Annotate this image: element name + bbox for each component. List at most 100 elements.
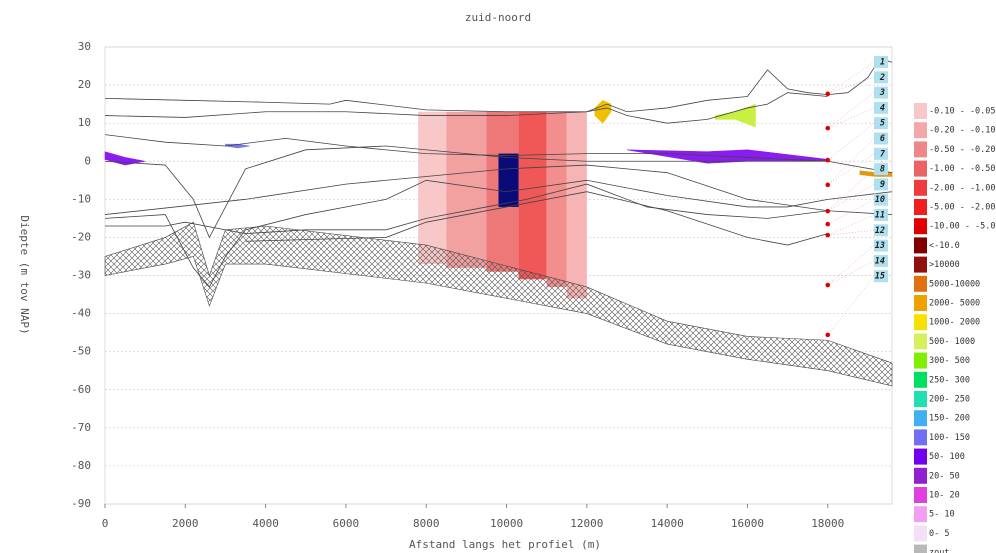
legend-swatch	[914, 275, 927, 292]
label-box	[874, 147, 888, 160]
y-axis-label: Diepte (m tov NAP)	[18, 215, 31, 334]
legend-swatch	[914, 544, 927, 553]
legend-label: -5.00 - -2.00	[929, 203, 996, 213]
y-tick-label: -60	[71, 383, 91, 396]
legend-label: 500- 1000	[929, 337, 975, 347]
legend-label: -0.10 - -0.05	[929, 107, 996, 117]
legend-label: -0.20 - -0.10	[929, 126, 996, 136]
point-label: 11	[875, 211, 885, 221]
label-box	[874, 71, 888, 84]
label-box	[874, 239, 888, 252]
point-label: 5	[880, 119, 885, 129]
legend-label: 250- 300	[929, 375, 970, 385]
label-box	[874, 117, 888, 130]
x-tick-label: 0	[102, 517, 109, 530]
x-tick-label: 2000	[172, 517, 199, 530]
legend-label: 150- 200	[929, 414, 970, 424]
y-tick-label: -50	[71, 345, 91, 358]
legend-label: >10000	[929, 260, 960, 270]
layer-boundary	[105, 183, 893, 235]
legend-label: -0.50 - -0.20	[929, 145, 996, 155]
legend-label: -1.00 - -0.50	[929, 164, 996, 174]
point-label: 3	[879, 88, 885, 98]
layer-boundary	[104, 57, 893, 113]
label-box	[874, 132, 888, 145]
label-connector	[827, 230, 875, 236]
y-tick-label: -30	[71, 269, 91, 282]
legend-label: 5- 10	[929, 510, 955, 520]
layer-boundary	[104, 134, 893, 174]
y-tick-label: -20	[71, 230, 91, 243]
point-label: 13	[875, 241, 885, 251]
legend-swatch	[914, 506, 927, 523]
legend-swatch	[914, 410, 927, 427]
y-tick-label: 20	[78, 78, 91, 91]
legend-swatch	[914, 179, 927, 196]
label-connector	[827, 153, 875, 186]
soil-layer	[594, 99, 612, 124]
label-connector	[827, 77, 875, 95]
label-box	[874, 163, 888, 176]
y-tick-label: -90	[71, 497, 91, 510]
layer-boundary	[104, 92, 828, 124]
observation-point	[825, 208, 831, 214]
x-tick-label: 12000	[570, 517, 603, 530]
point-label: 1	[880, 58, 885, 68]
legend-swatch	[914, 352, 927, 369]
y-tick-label: -40	[71, 307, 91, 320]
legend-swatch	[914, 448, 927, 465]
y-tick-label: -80	[71, 459, 91, 472]
y-tick-label: -10	[71, 192, 91, 205]
label-connector	[827, 260, 875, 286]
chart-title: zuid-noord	[465, 11, 531, 24]
drawdown-band	[418, 111, 447, 265]
label-box	[874, 209, 888, 221]
point-label: 7	[880, 149, 886, 159]
legend-label: -10.00 - -5.00	[929, 222, 996, 232]
x-tick-label: 18000	[811, 517, 844, 530]
observation-point	[825, 182, 831, 188]
point-label: 10	[875, 195, 885, 205]
label-box	[874, 270, 888, 283]
observation-point	[825, 125, 831, 131]
point-label: 6	[880, 134, 885, 144]
legend-swatch	[914, 199, 927, 215]
label-connector	[827, 168, 875, 212]
y-tick-label: 30	[78, 40, 91, 53]
y-tick-label: -70	[71, 421, 91, 434]
legend-label: 50- 100	[929, 452, 965, 462]
legend-swatch	[914, 295, 927, 311]
point-label: 9	[880, 180, 885, 190]
drawdown-band	[546, 111, 567, 287]
label-connector	[827, 123, 875, 161]
legend-label: 200- 250	[929, 395, 970, 405]
label-box	[874, 178, 888, 191]
layer-boundary	[245, 191, 828, 246]
y-tick-label: 0	[84, 154, 91, 167]
legend-swatch	[914, 371, 927, 388]
observation-point	[825, 157, 831, 163]
legend-label: 300- 500	[929, 356, 970, 366]
legend-label: 10- 20	[929, 491, 960, 501]
legend-swatch	[914, 391, 927, 407]
label-connector	[827, 107, 875, 129]
legend-label: 5000-10000	[929, 279, 980, 289]
drawdown-band	[566, 111, 587, 299]
observation-point	[825, 91, 831, 97]
label-connector	[827, 276, 875, 336]
label-box	[874, 193, 888, 206]
point-label: 4	[880, 103, 885, 113]
label-box	[874, 86, 888, 99]
legend-swatch	[914, 218, 927, 235]
layer-boundary	[104, 145, 828, 239]
y-tick-label: 10	[78, 116, 91, 129]
point-label: 8	[880, 165, 885, 175]
point-label: 14	[875, 256, 885, 266]
legend-swatch	[914, 237, 927, 254]
layer-boundary	[104, 164, 828, 215]
legend-label: 100- 150	[929, 433, 970, 443]
drawdown-band	[446, 111, 487, 268]
legend-label: -2.00 - -1.00	[929, 183, 996, 193]
observation-point	[825, 221, 831, 227]
legend-swatch	[914, 314, 927, 331]
